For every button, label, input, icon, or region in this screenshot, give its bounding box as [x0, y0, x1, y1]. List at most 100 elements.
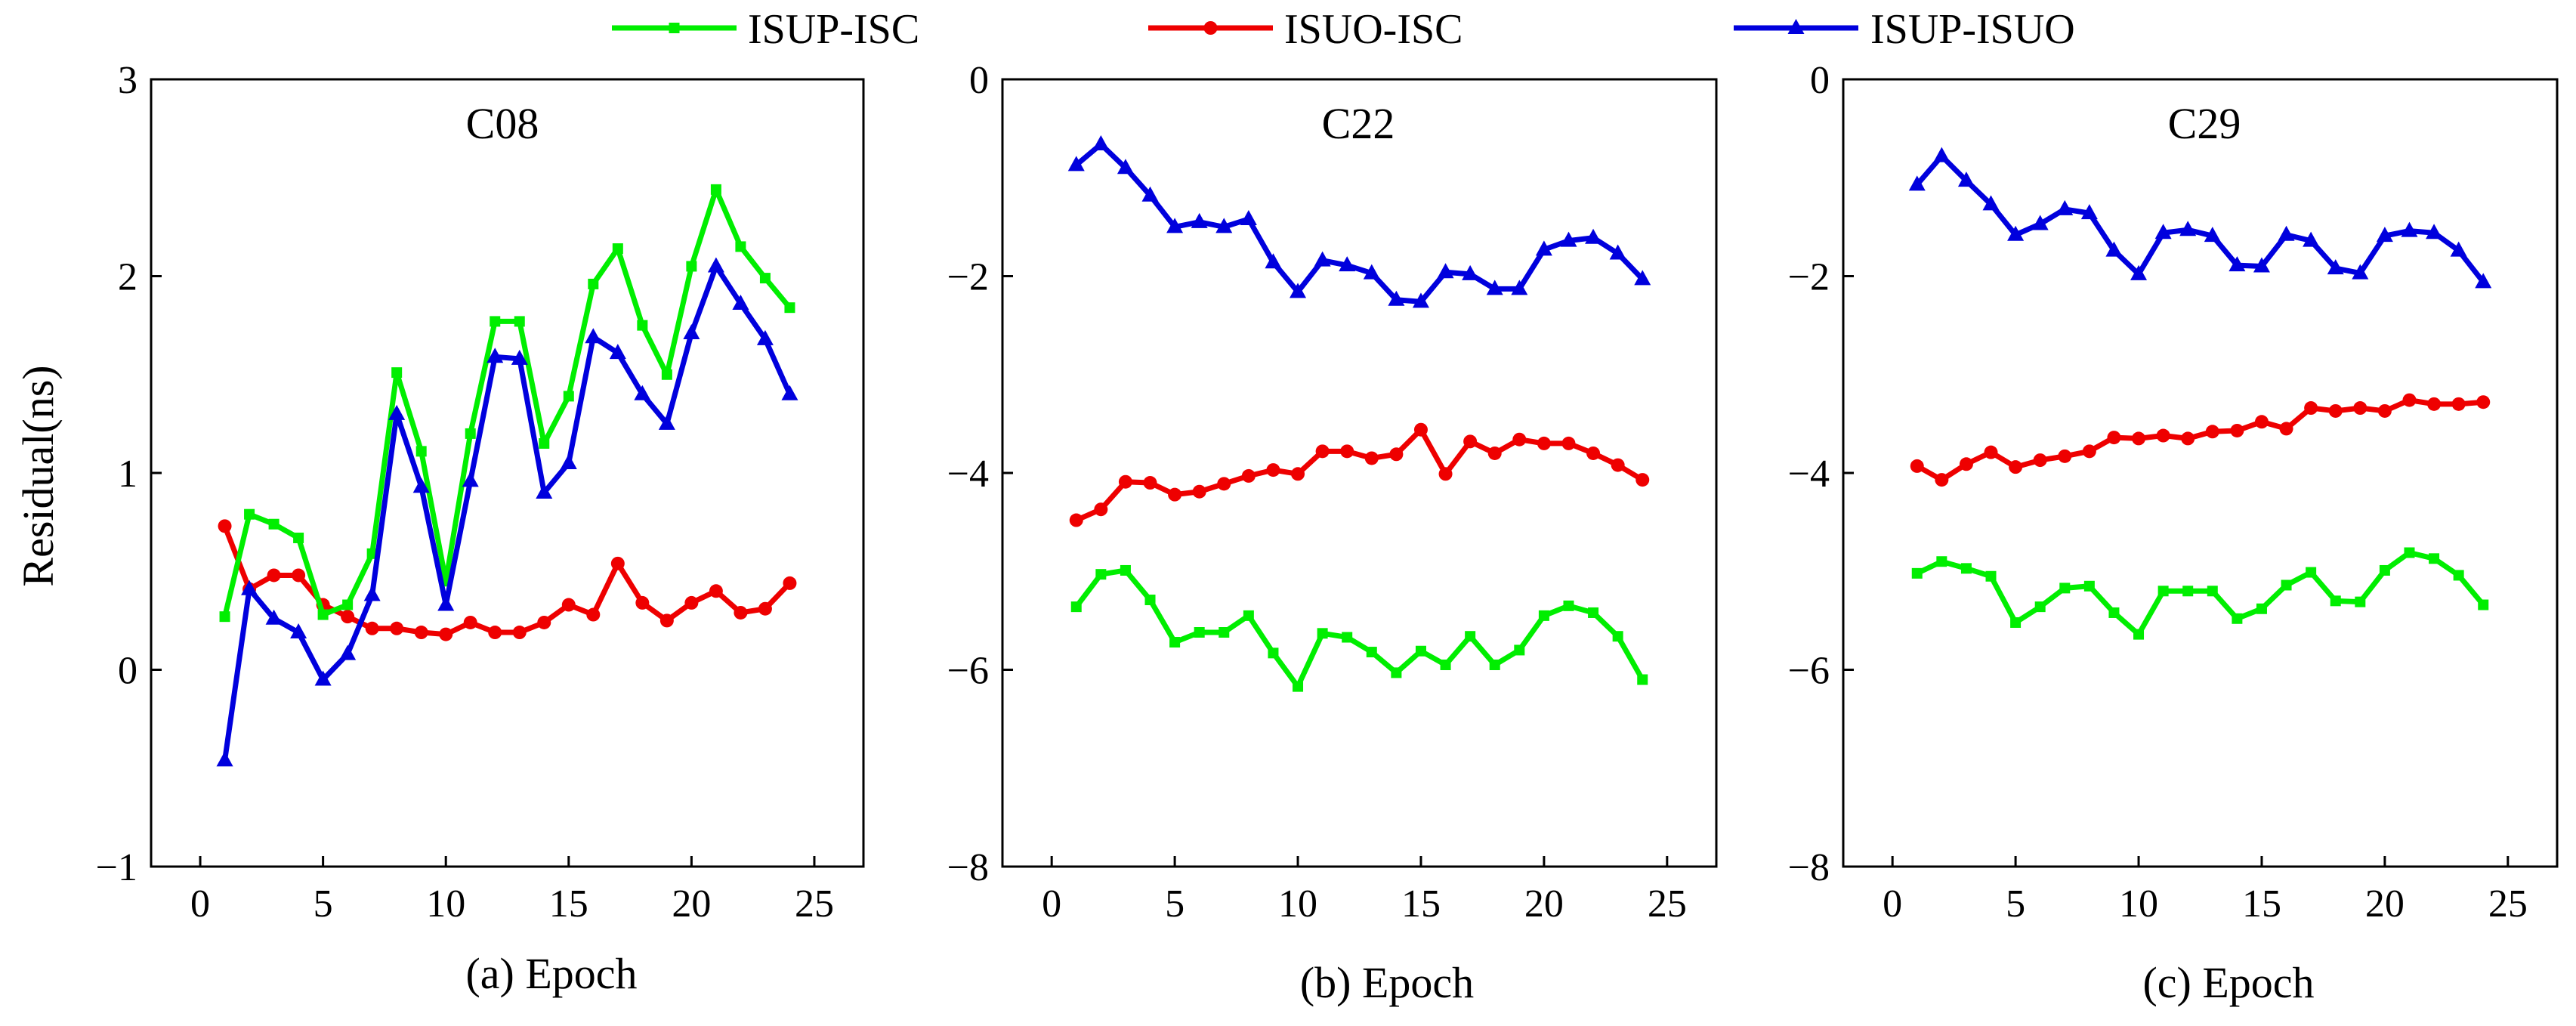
data-point [1959, 457, 1973, 471]
data-point [2082, 444, 2096, 459]
y-tick-label: 0 [1810, 59, 1830, 102]
data-point [1415, 645, 1426, 657]
data-point [1611, 458, 1625, 472]
data-point [339, 644, 357, 660]
data-point [486, 348, 504, 363]
legend-marker [669, 23, 680, 33]
data-point [1936, 556, 1947, 567]
data-point [363, 586, 381, 601]
legend-entry-isup-isc: ISUP-ISC [612, 6, 919, 53]
data-point [511, 349, 528, 365]
x-tick-label: 25 [1648, 882, 1687, 926]
data-point [2130, 264, 2148, 280]
data-point [1413, 422, 1428, 437]
y-tick-label: −2 [1788, 256, 1830, 299]
data-point [1437, 263, 1454, 279]
data-point [1117, 159, 1134, 175]
data-point [512, 626, 527, 640]
x-tick-label: 0 [190, 882, 210, 926]
data-point [1957, 172, 1975, 187]
data-point [415, 446, 427, 457]
data-point [2031, 215, 2049, 230]
data-point [490, 316, 501, 327]
data-point [1120, 564, 1131, 576]
data-point [1268, 647, 1279, 659]
data-point [1094, 502, 1108, 517]
data-point [610, 556, 625, 570]
data-point [2402, 393, 2417, 407]
data-point [267, 568, 281, 583]
data-point [1637, 674, 1648, 685]
data-point [2009, 460, 2023, 474]
data-point [2478, 599, 2489, 610]
data-point [1982, 195, 2000, 211]
data-point [1935, 473, 1949, 487]
series-isuo-isc [218, 519, 797, 641]
data-point [2451, 397, 2466, 411]
data-point [1908, 175, 1926, 191]
data-point [2105, 241, 2123, 257]
data-point [1440, 659, 1451, 670]
data-point [1538, 610, 1549, 621]
data-point [391, 367, 403, 379]
data-point [1293, 681, 1304, 692]
data-point [1512, 432, 1527, 447]
data-point [539, 437, 550, 449]
data-point [1391, 667, 1402, 678]
data-point [659, 613, 674, 628]
y-tick-label: 0 [118, 650, 137, 693]
x-tick-label: 5 [314, 882, 333, 926]
series-line [1073, 567, 1645, 690]
data-point [1561, 436, 1576, 450]
data-point [1340, 444, 1354, 459]
data-point [2327, 259, 2344, 275]
data-point [1168, 487, 1182, 502]
data-point [2229, 256, 2246, 272]
data-point [1588, 607, 1599, 618]
data-point [2330, 595, 2341, 607]
data-point [216, 751, 233, 767]
x-tick-label: 15 [2242, 882, 2281, 926]
x-tick-label: 0 [1883, 882, 1902, 926]
series-line [1916, 397, 2484, 483]
data-point [2033, 453, 2047, 468]
data-point [1141, 186, 1159, 202]
y-tick-label: −1 [96, 846, 137, 889]
data-point [2080, 204, 2098, 220]
data-point [2377, 403, 2392, 418]
data-point [1219, 627, 1230, 638]
series-line [1915, 153, 2485, 284]
data-point [1933, 147, 1951, 162]
data-point [2156, 428, 2170, 443]
data-point [292, 568, 306, 583]
data-point [1265, 253, 1282, 269]
data-point [2205, 425, 2219, 439]
data-point [2404, 547, 2415, 558]
data-point [219, 611, 230, 623]
data-point [710, 184, 721, 195]
data-point [1290, 283, 1307, 298]
data-point [734, 605, 748, 620]
data-point [365, 621, 379, 635]
data-point [709, 584, 723, 598]
x-tick-label: 5 [2006, 882, 2025, 926]
data-point [1363, 264, 1380, 280]
data-point [2179, 221, 2197, 236]
y-tick-label: −6 [947, 650, 989, 693]
legend-entry-isuo-isc: ISUO-ISC [1148, 6, 1463, 53]
data-point [1560, 231, 1577, 247]
x-tick-label: 15 [1401, 882, 1441, 926]
data-point [241, 579, 258, 595]
series-line [1074, 141, 1645, 304]
data-point [1095, 569, 1107, 580]
data-point [1364, 451, 1379, 465]
data-point [1291, 467, 1305, 481]
legend-label-isuo-isc: ISUO-ISC [1284, 6, 1463, 53]
series-isup-isc [219, 184, 795, 623]
data-point [1612, 631, 1623, 642]
data-point [1911, 567, 1923, 579]
data-point [1486, 280, 1503, 295]
y-tick-label: 3 [118, 59, 137, 102]
data-point [1635, 473, 1650, 487]
y-tick-label: −2 [947, 256, 989, 299]
